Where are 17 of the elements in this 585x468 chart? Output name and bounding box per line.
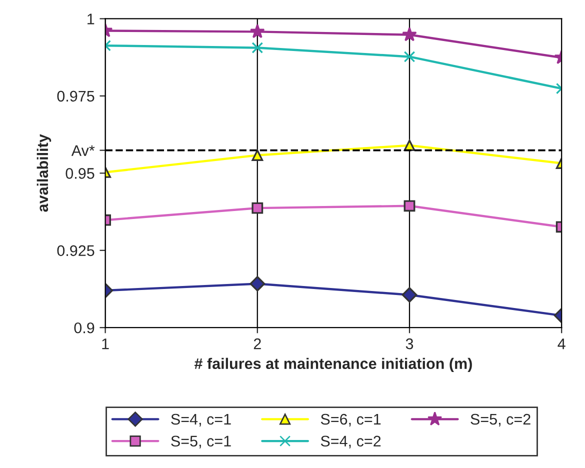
legend-label: S=5, c=2	[470, 414, 530, 426]
y-tick-label: 0.925	[57, 245, 94, 256]
x-tick-label: 2	[254, 338, 261, 350]
y-tick-label: 1	[88, 14, 94, 24]
y-tick-label: 0.9	[74, 322, 94, 334]
x-tick-label: 1	[102, 338, 109, 350]
legend-label: S=4, c=1	[171, 414, 231, 426]
y-tick-label: Av*	[71, 145, 95, 156]
x-tick-label: 3	[406, 338, 414, 350]
legend-label: S=5, c=1	[171, 436, 231, 448]
y-axis-title: availability	[36, 134, 52, 212]
y-tick-label: 0.95	[66, 168, 94, 179]
legend-label: S=6, c=1	[320, 414, 381, 426]
x-axis-title: # failures at maintenance initiation (m)	[194, 358, 472, 372]
legend-label: S=4, c=2	[320, 436, 381, 448]
y-tick-label: 0.975	[57, 90, 94, 102]
x-tick-label: 4	[558, 338, 566, 350]
